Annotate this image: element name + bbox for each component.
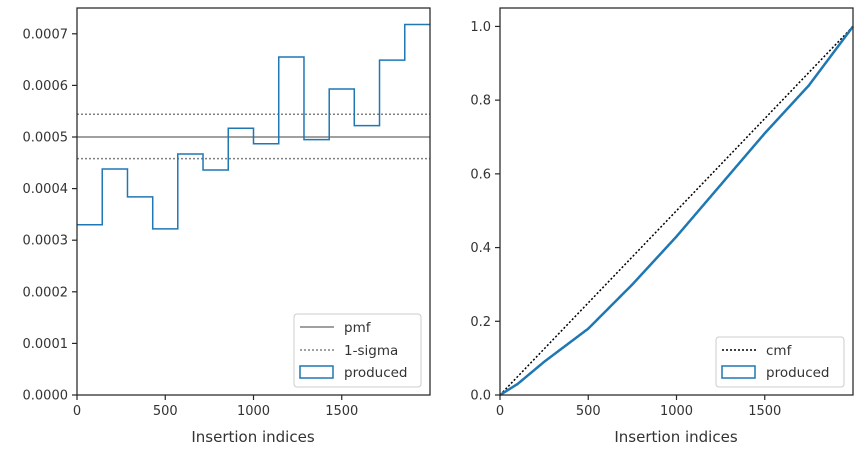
legend: pmf 1-sigma produced xyxy=(293,313,422,388)
legend-produced-label: produced xyxy=(766,365,830,381)
x-axis-ticks: 0 500 1000 1500 xyxy=(73,395,358,419)
cmf-line xyxy=(499,25,854,396)
y-tick-label: 0.0006 xyxy=(23,79,69,94)
x-axis-label: Insertion indices xyxy=(614,428,737,446)
x-tick-label: 1000 xyxy=(660,404,693,419)
legend-cmf-label: cmf xyxy=(766,343,793,359)
legend-produced-swatch xyxy=(721,365,756,379)
y-axis-ticks: 0.0 0.2 0.4 0.6 0.8 1.0 xyxy=(470,20,500,404)
produced-histogram-step xyxy=(77,23,430,230)
y-tick-label: 0.0003 xyxy=(23,234,69,249)
x-tick-label: 500 xyxy=(576,404,601,419)
legend-sigma-label: 1-sigma xyxy=(344,343,398,359)
legend-pmf-label: pmf xyxy=(344,320,372,336)
legend-produced-swatch xyxy=(299,365,334,379)
y-axis-ticks: 0.0000 0.0001 0.0002 0.0003 0.0004 0.0005 0.00… xyxy=(23,27,77,404)
x-tick-label: 0 xyxy=(73,404,81,419)
x-tick-label: 1000 xyxy=(237,404,270,419)
y-tick-label: 0.0004 xyxy=(23,182,69,197)
y-tick-label: 0.0 xyxy=(470,389,491,404)
y-tick-label: 0.0001 xyxy=(23,337,69,352)
y-tick-label: 0.0000 xyxy=(23,389,69,404)
x-axis-ticks: 0 500 1000 1500 xyxy=(496,395,781,419)
x-tick-label: 1500 xyxy=(325,404,358,419)
legend: cmf produced xyxy=(715,336,845,388)
cumulative-plot-area xyxy=(500,8,853,395)
y-tick-label: 1.0 xyxy=(470,20,491,35)
legend-box xyxy=(293,313,422,388)
y-tick-label: 0.0005 xyxy=(23,131,69,146)
produced-cumulative-line xyxy=(499,25,855,397)
x-tick-label: 0 xyxy=(496,404,504,419)
histogram-chart: 0 500 1000 1500 0.00000.00010.00020.00030.0… xyxy=(23,7,431,446)
y-tick-label: 0.0002 xyxy=(23,285,69,300)
y-tick-label: 0.6 xyxy=(470,167,491,182)
x-tick-label: 1500 xyxy=(748,404,781,419)
x-axis-label: Insertion indices xyxy=(191,428,314,446)
y-tick-label: 0.4 xyxy=(470,241,491,256)
x-tick-label: 500 xyxy=(153,404,178,419)
cumulative-chart: 0 500 1000 1500 0.0 0.2 0.4 0.6 0.8 1.0 Insertio… xyxy=(470,7,855,446)
y-tick-label: 0.2 xyxy=(470,315,491,330)
y-tick-label: 0.8 xyxy=(470,94,491,109)
legend-produced-label: produced xyxy=(344,365,408,381)
y-tick-label: 0.0007 xyxy=(23,27,69,42)
